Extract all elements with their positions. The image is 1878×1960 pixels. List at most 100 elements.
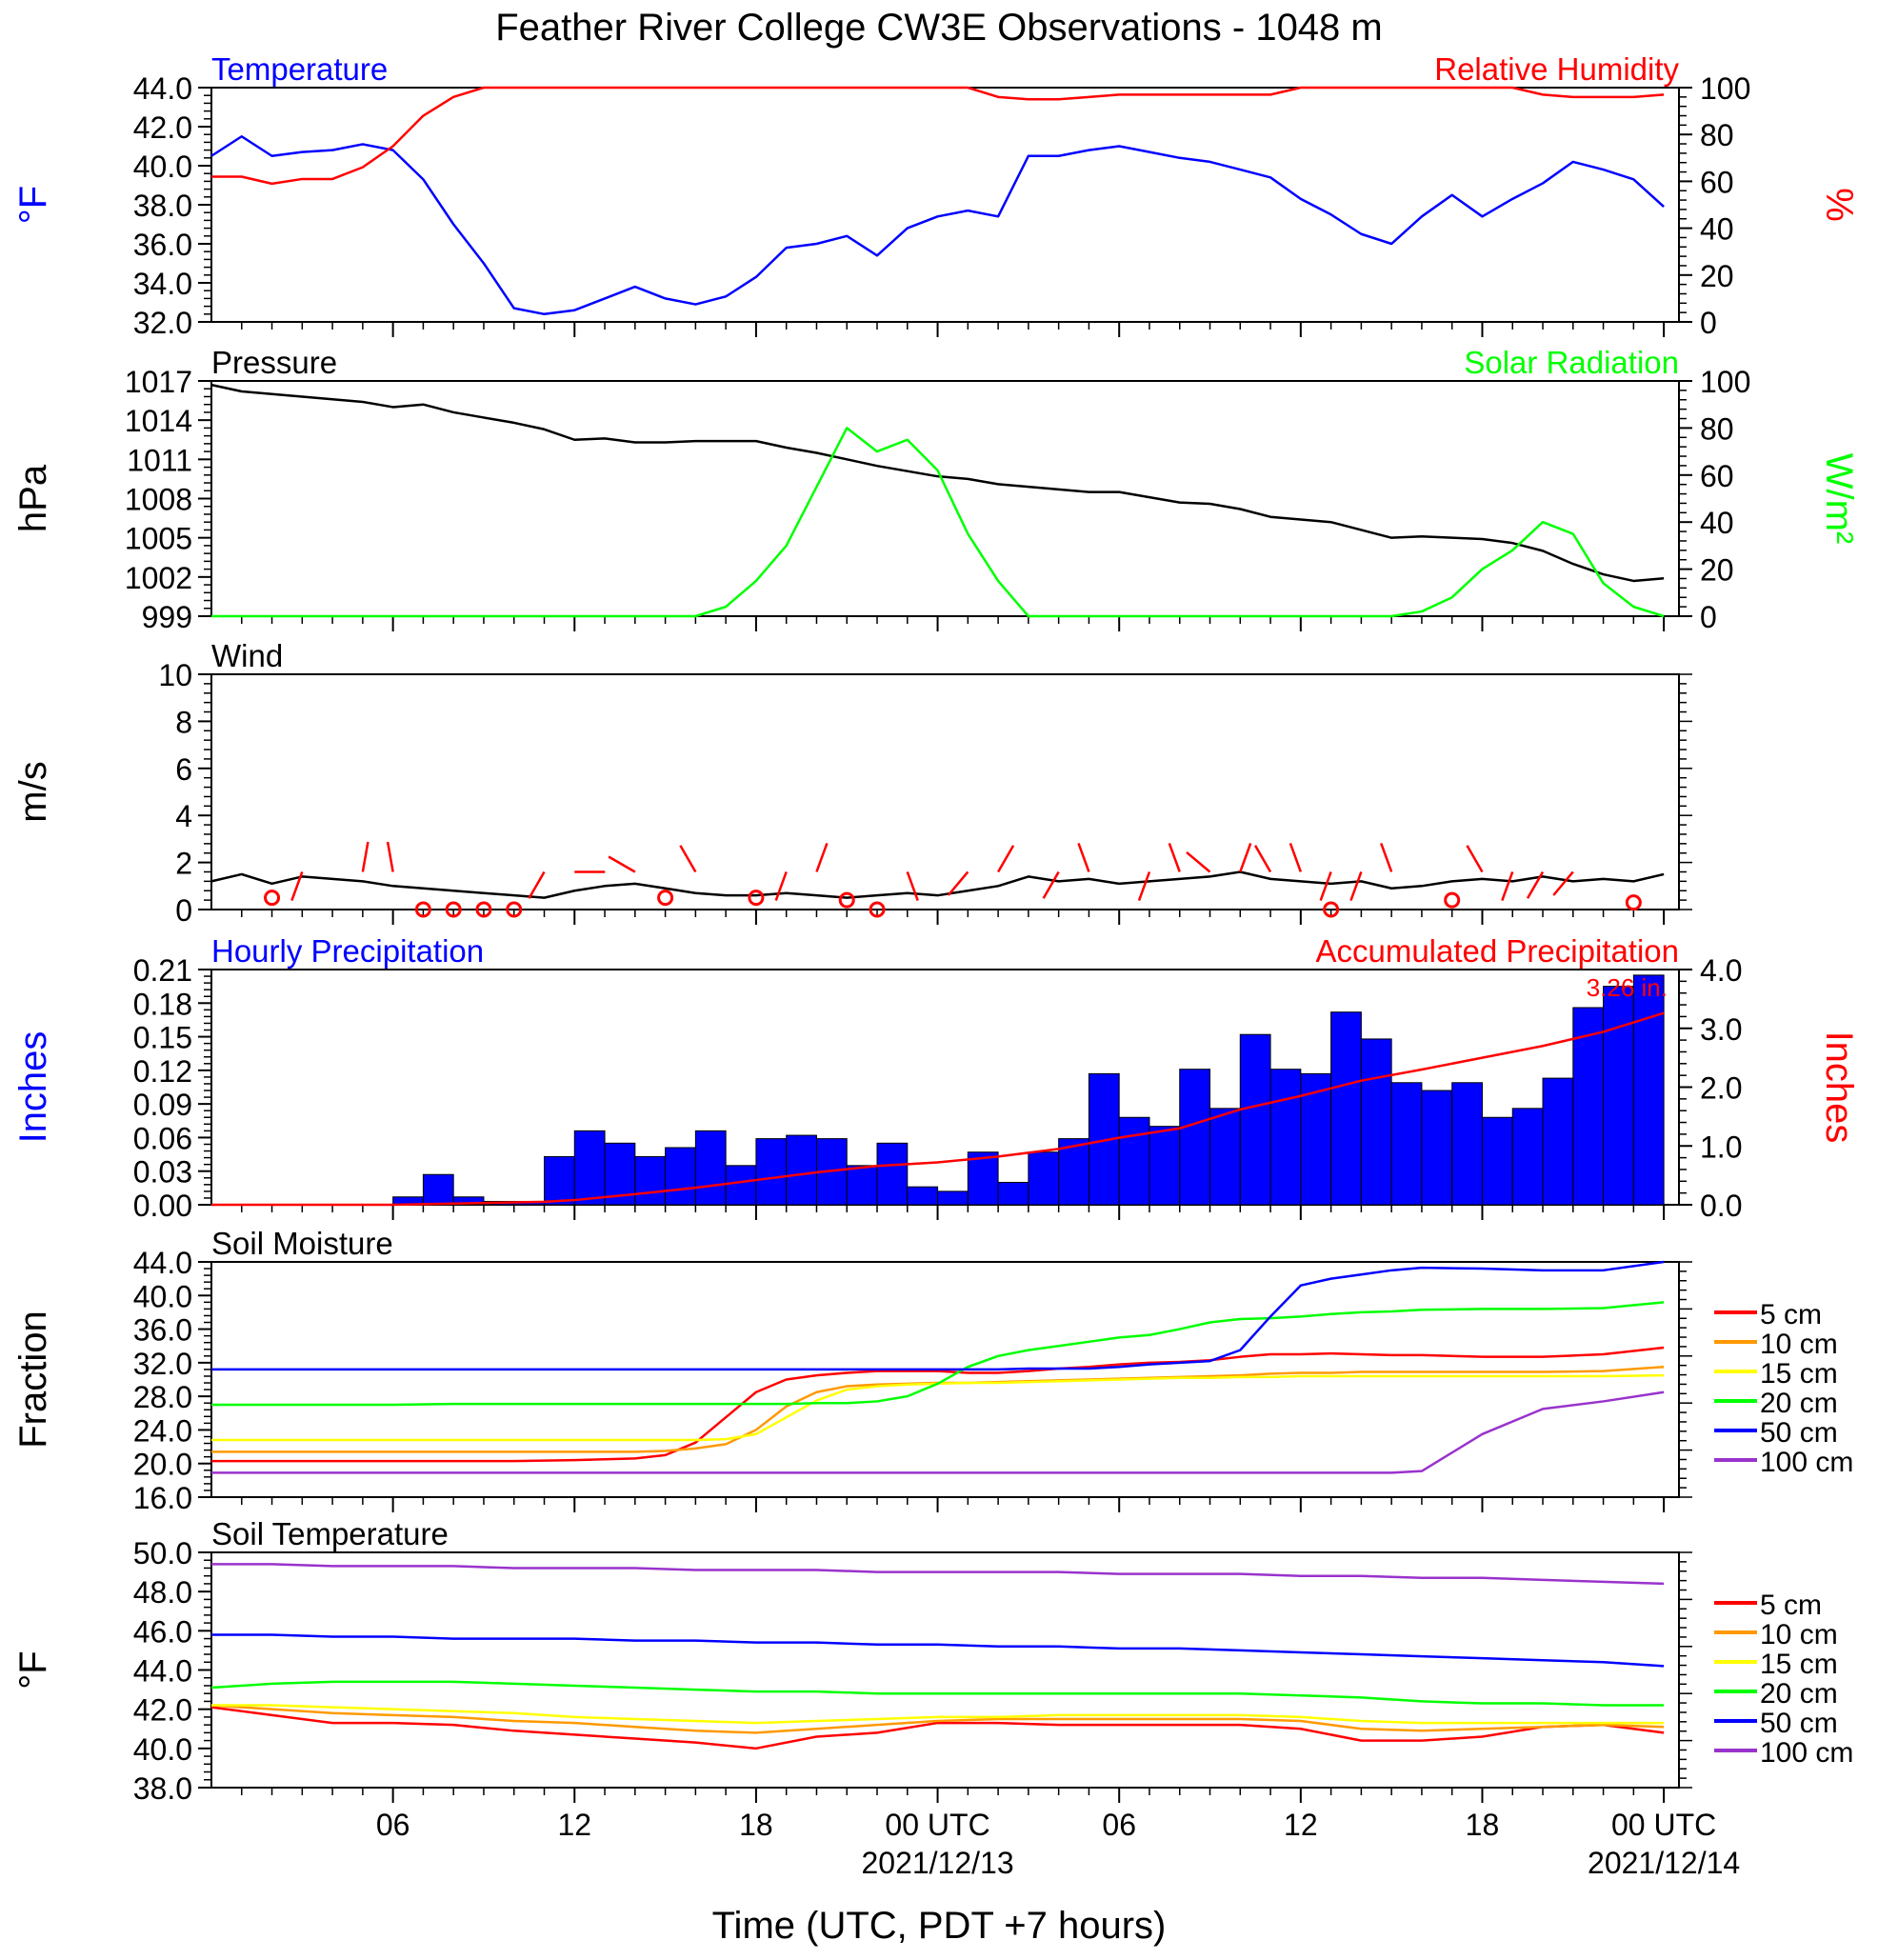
- precip-bar: [694, 1130, 727, 1206]
- precip-bar: [1239, 1033, 1271, 1206]
- y-tick-label: 0.12: [133, 1054, 192, 1089]
- wind-barb: [1526, 870, 1545, 899]
- precip-bar: [422, 1173, 454, 1206]
- series-line-50-cm: [211, 1260, 1665, 1371]
- x-tick-label: 00 UTC: [885, 1808, 989, 1842]
- panel-title-left: Hourly Precipitation: [211, 933, 484, 969]
- calm-wind-marker: [475, 901, 492, 918]
- wind-barb: [947, 870, 969, 896]
- precip-bar: [1149, 1126, 1181, 1206]
- y-right-tick-label: 3.0: [1700, 1012, 1742, 1047]
- accumulated-precip-line: [211, 1011, 1665, 1207]
- y-axis-label-right: %: [1818, 188, 1860, 222]
- precip-bar: [544, 1155, 575, 1206]
- y-tick-label: 44.0: [133, 1246, 192, 1280]
- y-tick-label: 48.0: [133, 1575, 192, 1610]
- precip-bar: [1542, 1077, 1574, 1206]
- y-tick-label: 44.0: [133, 71, 192, 106]
- series-line-5-cm: [210, 1706, 1665, 1750]
- y-tick-label: 0.09: [133, 1088, 192, 1122]
- y-right-tick-label: 0.0: [1700, 1189, 1742, 1223]
- y-tick-label: 40.0: [133, 1279, 192, 1313]
- wind-barb: [1077, 842, 1090, 872]
- y-right-tick-label: 1.0: [1700, 1130, 1742, 1164]
- y-axis-label-left: °F: [12, 186, 54, 224]
- calm-wind-marker: [1625, 894, 1642, 911]
- y-tick-label: 1005: [125, 522, 192, 556]
- y-tick-label: 0.21: [133, 953, 192, 988]
- panel-soil-temperature: 50.0 48.0 46.0 44.0 42.0 40.0 38.0 Soil Tempera…: [12, 1516, 1853, 1806]
- y-tick-label: 46.0: [133, 1614, 192, 1649]
- precip-bar: [1603, 986, 1634, 1206]
- y-tick-label: 8: [175, 705, 192, 739]
- y-tick-label: 10: [158, 658, 192, 692]
- y-right-tick-label: 40: [1700, 506, 1734, 540]
- y-tick-label: 24.0: [133, 1413, 192, 1448]
- y-tick-label: 28.0: [133, 1380, 192, 1414]
- series-line-pressure: [210, 383, 1665, 583]
- y-axis-label-left: m/s: [12, 761, 54, 822]
- precip-bar: [634, 1155, 667, 1206]
- y-axis-label-right: Inches: [1818, 1031, 1860, 1144]
- series-line-solar-radiation: [211, 427, 1665, 618]
- calm-wind-marker: [657, 890, 674, 907]
- panel-title-right: Relative Humidity: [1434, 51, 1679, 87]
- y-tick-label: 38.0: [133, 1771, 192, 1806]
- y-tick-label: 0: [175, 893, 192, 928]
- legend-label: 5 cm: [1760, 1299, 1822, 1330]
- plot-frame: [210, 1261, 1680, 1498]
- precip-bar: [573, 1130, 606, 1206]
- panel-title-left: Wind: [211, 638, 283, 673]
- precip-bar: [1481, 1116, 1513, 1206]
- y-tick-label: 999: [142, 600, 192, 634]
- precip-bar: [1209, 1108, 1241, 1206]
- y-tick-label: 4: [175, 799, 192, 833]
- wind-barb: [290, 871, 304, 901]
- precip-bar: [755, 1138, 788, 1206]
- wind-barb: [1186, 850, 1211, 873]
- series-line-50-cm: [211, 1633, 1665, 1668]
- precip-bar: [1632, 974, 1665, 1206]
- panel-title-left: Pressure: [211, 345, 337, 380]
- y-right-tick-label: 60: [1700, 459, 1734, 493]
- panel-temperature-relative-humidity: 44.0 42.0 40.0 38.0 36.0 34.0 32.0 100 80 60 40 20 0…: [12, 51, 1860, 340]
- legend-label: 50 cm: [1760, 1708, 1838, 1739]
- wind-barb: [997, 845, 1015, 873]
- precip-bar: [1360, 1038, 1392, 1206]
- panel-wind: 10 8 6 4 2 0 Wind m/s: [12, 638, 1692, 928]
- y-tick-label: 42.0: [133, 110, 192, 145]
- y-right-tick-label: 40: [1700, 212, 1734, 247]
- y-right-tick-label: 20: [1700, 259, 1734, 293]
- series-line-20-cm: [211, 1301, 1665, 1407]
- y-axis-label-left: °F: [12, 1650, 54, 1689]
- y-tick-label: 40.0: [133, 150, 192, 184]
- panel-title-left: Soil Moisture: [211, 1226, 393, 1261]
- y-tick-label: 0.15: [133, 1021, 192, 1055]
- legend-label: 15 cm: [1760, 1649, 1838, 1680]
- wind-barb: [1239, 842, 1252, 872]
- series-line-100-cm: [211, 1390, 1665, 1474]
- calm-wind-marker: [506, 901, 523, 918]
- precip-bar: [786, 1134, 817, 1206]
- y-right-tick-label: 80: [1700, 118, 1734, 152]
- y-right-tick-label: 20: [1700, 553, 1734, 588]
- y-tick-label: 0.06: [133, 1121, 192, 1155]
- series-line-5-cm: [211, 1346, 1665, 1463]
- wind-barb: [361, 841, 370, 872]
- legend-label: 10 cm: [1760, 1329, 1838, 1360]
- series-line-10-cm: [210, 1704, 1665, 1734]
- legend-label: 5 cm: [1760, 1590, 1822, 1621]
- calm-wind-marker: [869, 901, 886, 918]
- precip-bar: [1572, 1007, 1605, 1206]
- wind-barb: [528, 870, 546, 899]
- panel-title-right: Solar Radiation: [1464, 345, 1679, 380]
- panel-title-right: Accumulated Precipitation: [1315, 933, 1679, 969]
- precip-bar: [1511, 1108, 1544, 1206]
- y-tick-label: 50.0: [133, 1536, 192, 1570]
- legend-label: 100 cm: [1760, 1447, 1853, 1478]
- x-axis-label: Time (UTC, PDT +7 hours): [712, 1905, 1167, 1947]
- wind-barb: [1168, 842, 1181, 872]
- calm-wind-marker: [414, 901, 431, 918]
